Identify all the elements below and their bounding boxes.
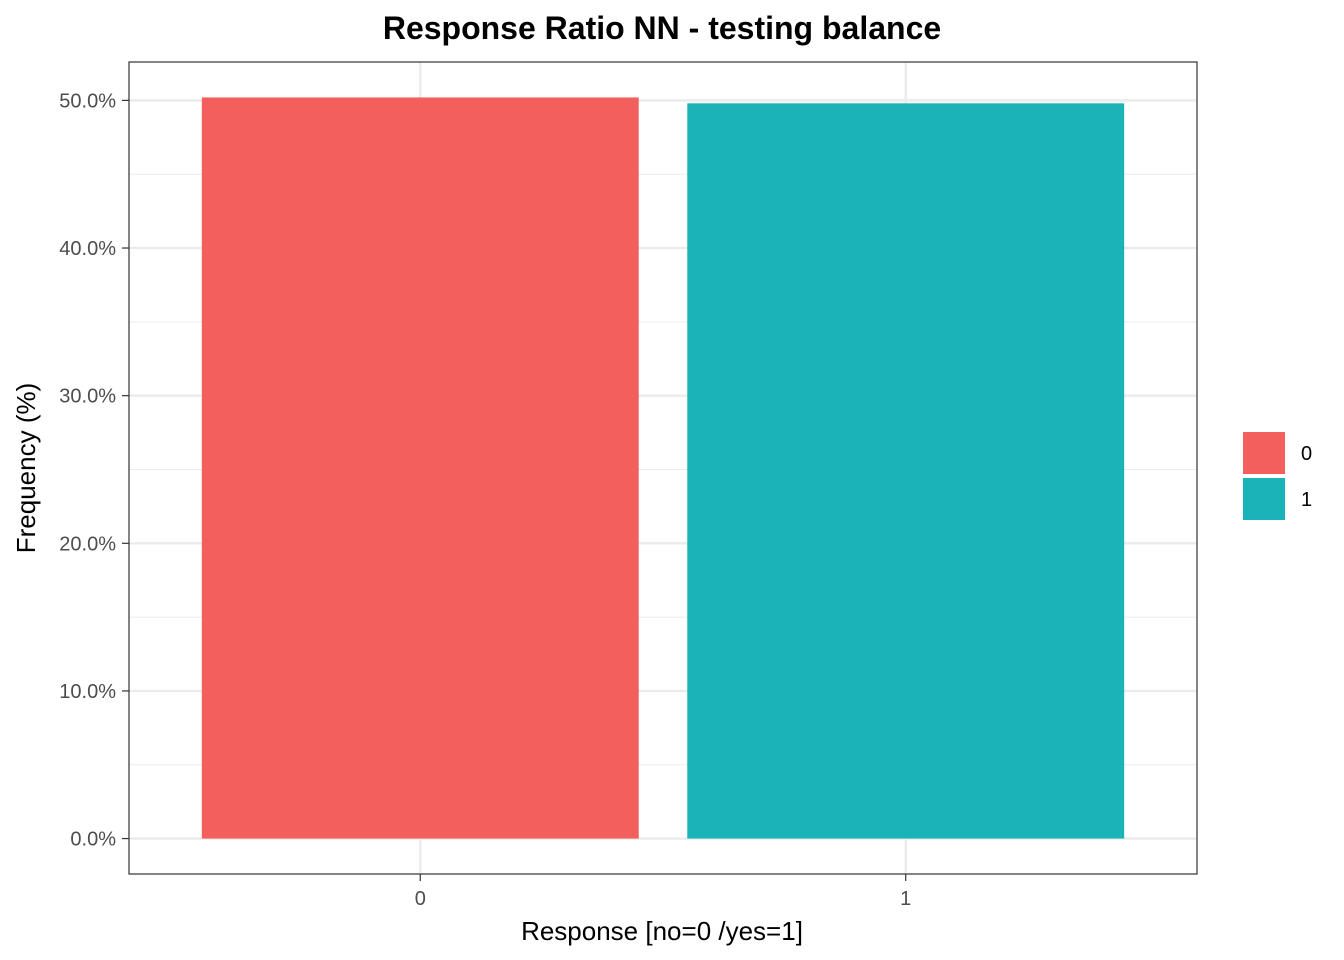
chart-title: Response Ratio NN - testing balance bbox=[383, 10, 941, 46]
bar-0 bbox=[201, 97, 639, 839]
x-axis-title: Response [no=0 /yes=1] bbox=[521, 916, 803, 946]
legend: 01 bbox=[1243, 432, 1312, 520]
y-tick-label: 50.0% bbox=[59, 90, 116, 112]
x-tick-label: 0 bbox=[415, 888, 426, 910]
plot-border bbox=[128, 61, 1198, 875]
y-tick-label: 20.0% bbox=[59, 533, 116, 555]
y-axis-title: Frequency (%) bbox=[11, 383, 41, 554]
y-tick-label: 40.0% bbox=[59, 238, 116, 260]
y-tick-label: 0.0% bbox=[70, 829, 116, 851]
legend-key-1 bbox=[1243, 478, 1285, 520]
legend-key-0 bbox=[1243, 432, 1285, 474]
x-tick-label: 1 bbox=[900, 888, 911, 910]
legend-label-1: 1 bbox=[1301, 489, 1312, 511]
y-tick-label: 10.0% bbox=[59, 681, 116, 703]
y-tick-label: 30.0% bbox=[59, 386, 116, 408]
y-axis: 0.0% 10.0% 20.0% 30.0% 40.0% 50.0% bbox=[59, 90, 129, 851]
bars bbox=[201, 97, 1125, 839]
legend-label-0: 0 bbox=[1301, 443, 1312, 465]
bar-1 bbox=[687, 103, 1125, 839]
